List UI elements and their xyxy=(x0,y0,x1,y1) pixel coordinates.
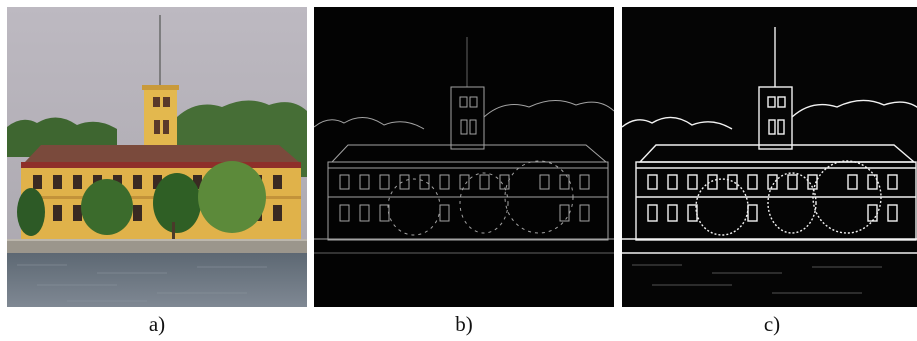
caption-a: a) xyxy=(148,312,166,336)
building-photo xyxy=(7,7,307,307)
photo-panel-a xyxy=(7,7,307,307)
edge-map-image xyxy=(314,7,614,307)
quay xyxy=(7,239,307,253)
window-edges xyxy=(647,174,898,222)
tower-edge xyxy=(450,86,485,150)
tree-front-1 xyxy=(81,179,133,235)
tower-edge xyxy=(758,86,793,150)
enhanced-edge-map-image xyxy=(622,7,917,307)
tree-line-edge-right xyxy=(791,99,917,118)
tree-front-3 xyxy=(198,161,266,233)
facade-edge xyxy=(635,161,917,241)
tree-line-edge-left xyxy=(622,116,733,130)
tree-front-2 xyxy=(153,173,201,233)
edge-panel-c xyxy=(622,7,917,307)
facade-edge xyxy=(327,161,609,241)
water xyxy=(7,253,307,307)
caption-b: b) xyxy=(455,312,473,336)
edge-panel-b xyxy=(314,7,614,307)
clock-tower xyxy=(144,87,177,149)
tree-line-edge-right xyxy=(483,100,614,118)
tree-line-edge-left xyxy=(314,117,425,130)
roof xyxy=(25,145,299,162)
caption-c: c) xyxy=(763,312,781,336)
